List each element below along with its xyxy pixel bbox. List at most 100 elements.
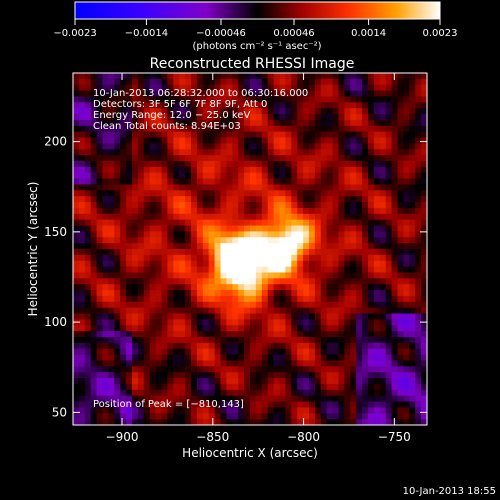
heatmap-cell bbox=[191, 213, 198, 221]
heatmap-cell bbox=[314, 202, 322, 209]
heatmap-cell bbox=[314, 319, 322, 326]
heatmap-cell bbox=[220, 295, 227, 303]
heatmap-cell bbox=[196, 295, 204, 303]
heatmap-cell bbox=[202, 419, 210, 426]
heatmap-cell bbox=[137, 290, 145, 297]
heatmap-cell bbox=[191, 231, 198, 238]
heatmap-cell bbox=[309, 260, 316, 267]
heatmap-cell bbox=[191, 354, 198, 361]
heatmap-cell bbox=[320, 272, 328, 279]
heatmap-cell bbox=[84, 149, 92, 156]
heatmap-cell bbox=[356, 407, 363, 414]
heatmap-cell bbox=[126, 155, 133, 162]
heatmap-cell bbox=[344, 366, 351, 373]
heatmap-cell bbox=[267, 143, 274, 150]
heatmap-cell bbox=[273, 90, 280, 97]
heatmap-cell bbox=[421, 237, 428, 244]
heatmap-cell bbox=[208, 378, 215, 385]
heatmap-cell bbox=[356, 278, 363, 285]
heatmap-cell bbox=[214, 366, 221, 373]
heatmap-cell bbox=[403, 325, 410, 332]
heatmap-cell bbox=[350, 319, 357, 326]
heatmap-cell bbox=[202, 114, 210, 121]
heatmap-cell bbox=[90, 295, 97, 303]
heatmap-cell bbox=[114, 284, 121, 291]
heatmap-cell bbox=[320, 413, 328, 420]
heatmap-cell bbox=[379, 348, 387, 355]
heatmap-cell bbox=[314, 395, 322, 402]
heatmap-cell bbox=[373, 383, 381, 391]
heatmap-cell bbox=[344, 166, 351, 174]
heatmap-cell bbox=[267, 213, 274, 221]
heatmap-cell bbox=[267, 73, 274, 80]
heatmap-cell bbox=[350, 290, 357, 297]
heatmap-cell bbox=[421, 184, 428, 191]
heatmap-cell bbox=[244, 331, 251, 338]
heatmap-cell bbox=[191, 114, 198, 121]
heatmap-cell bbox=[332, 295, 339, 303]
heatmap-cell bbox=[78, 295, 86, 303]
heatmap-cell bbox=[320, 301, 328, 309]
heatmap-cell bbox=[415, 266, 422, 273]
heatmap-cell bbox=[421, 102, 428, 109]
heatmap-cell bbox=[220, 383, 227, 391]
heatmap-cell bbox=[78, 184, 86, 191]
heatmap-cell bbox=[415, 143, 422, 150]
heatmap-cell bbox=[173, 143, 180, 150]
heatmap-cell bbox=[261, 166, 269, 174]
heatmap-cell bbox=[167, 190, 174, 197]
heatmap-cell bbox=[250, 313, 257, 320]
heatmap-cell bbox=[261, 401, 269, 408]
heatmap-cell bbox=[409, 190, 416, 197]
heatmap-cell bbox=[167, 254, 174, 262]
heatmap-cell bbox=[421, 231, 428, 238]
heatmap-cell bbox=[326, 184, 333, 191]
heatmap-cell bbox=[102, 243, 109, 250]
heatmap-cell bbox=[279, 125, 286, 133]
heatmap-cell bbox=[220, 102, 227, 109]
heatmap-cell bbox=[391, 178, 398, 185]
heatmap-cell bbox=[303, 383, 310, 391]
heatmap-cell bbox=[173, 237, 180, 244]
heatmap-cell bbox=[202, 331, 210, 338]
heatmap-cell bbox=[385, 131, 392, 138]
heatmap-cell bbox=[338, 102, 345, 109]
heatmap-cell bbox=[185, 319, 192, 326]
heatmap-cell bbox=[191, 219, 198, 226]
heatmap-cell bbox=[244, 96, 251, 103]
heatmap-cell bbox=[161, 254, 168, 262]
heatmap-cell bbox=[320, 137, 328, 144]
heatmap-cell bbox=[149, 366, 156, 373]
heatmap-cell bbox=[132, 90, 139, 97]
heatmap-cell bbox=[279, 284, 286, 291]
heatmap-cell bbox=[309, 342, 316, 350]
heatmap-cell bbox=[167, 272, 174, 279]
heatmap-cell bbox=[291, 119, 298, 127]
heatmap-cell bbox=[379, 395, 387, 402]
heatmap-cell bbox=[279, 196, 286, 203]
heatmap-cell bbox=[326, 366, 333, 373]
heatmap-cell bbox=[332, 272, 339, 279]
heatmap-cell bbox=[173, 342, 180, 350]
heatmap-cell bbox=[143, 161, 151, 168]
heatmap-cell bbox=[173, 295, 180, 303]
heatmap-cell bbox=[273, 207, 280, 215]
heatmap-cell bbox=[214, 354, 221, 361]
heatmap-cell bbox=[338, 143, 345, 150]
heatmap-cell bbox=[279, 354, 286, 361]
heatmap-cell bbox=[379, 331, 387, 338]
heatmap-cell bbox=[356, 284, 363, 291]
heatmap-cell bbox=[314, 84, 322, 91]
heatmap-cell bbox=[232, 342, 239, 350]
heatmap-cell bbox=[90, 319, 97, 326]
heatmap-cell bbox=[391, 360, 398, 367]
heatmap-cell bbox=[379, 190, 387, 197]
heatmap-cell bbox=[208, 166, 215, 174]
heatmap-cell bbox=[226, 149, 233, 156]
heatmap-cell bbox=[309, 166, 316, 174]
heatmap-cell bbox=[226, 401, 233, 408]
heatmap-cell bbox=[132, 73, 139, 80]
heatmap-cell bbox=[161, 73, 168, 80]
heatmap-cell bbox=[214, 337, 221, 344]
heatmap-cell bbox=[320, 378, 328, 385]
